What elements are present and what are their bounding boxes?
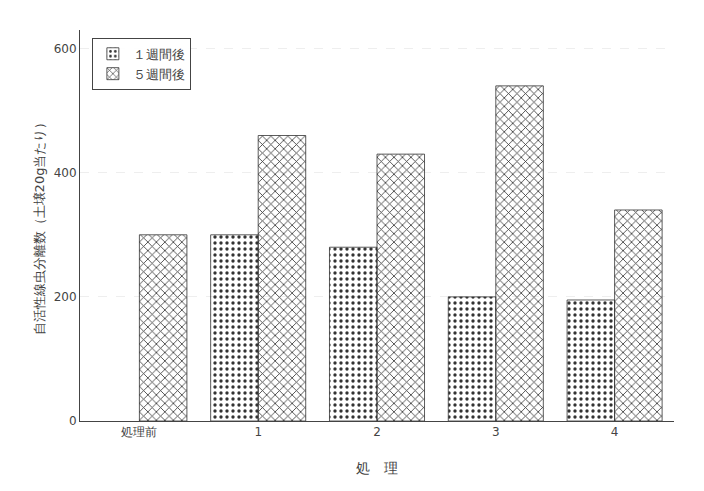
svg-text:400: 400 — [54, 166, 77, 180]
svg-text:0: 0 — [69, 414, 77, 428]
svg-text:処 理: 処 理 — [356, 460, 398, 476]
svg-text:５週間後: ５週間後 — [133, 67, 185, 82]
svg-text:200: 200 — [54, 290, 77, 304]
svg-text:自活性線虫分離数（土壌20g当たり）: 自活性線虫分離数（土壌20g当たり） — [32, 116, 47, 336]
svg-text:１週間後: １週間後 — [133, 47, 185, 62]
svg-text:600: 600 — [54, 42, 77, 56]
svg-text:3: 3 — [492, 425, 500, 439]
svg-text:2: 2 — [373, 425, 381, 439]
svg-text:4: 4 — [611, 425, 619, 439]
svg-text:1: 1 — [254, 425, 262, 439]
svg-text:処理前: 処理前 — [121, 425, 157, 439]
